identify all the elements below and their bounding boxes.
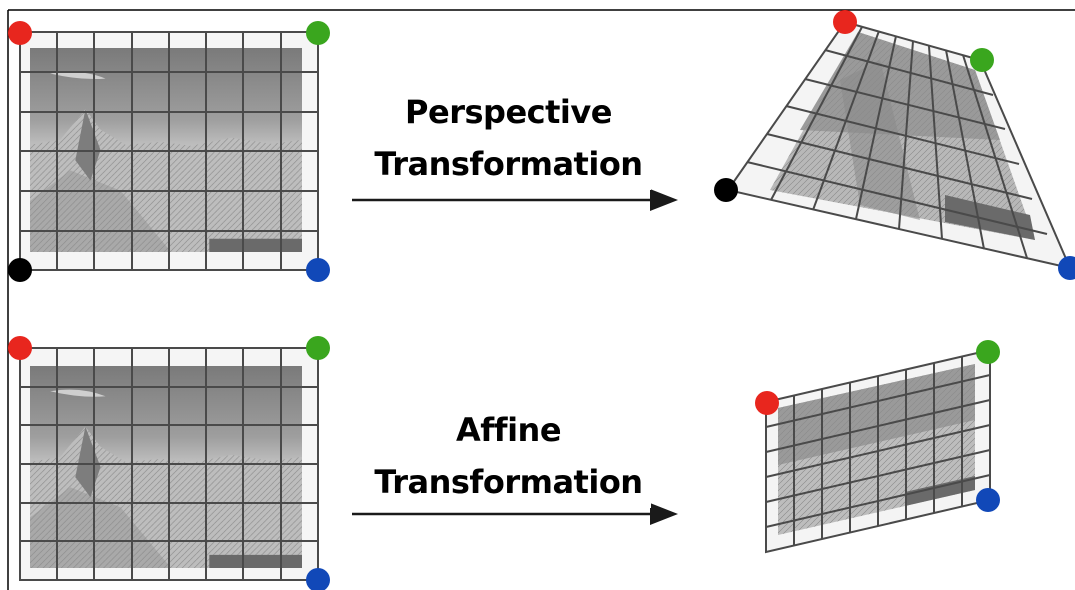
corner-dot-green bbox=[970, 48, 994, 72]
affine-grid bbox=[765, 348, 991, 554]
corner-dot-blue bbox=[306, 568, 330, 590]
original-image-bottom bbox=[8, 336, 330, 590]
corner-dot-green bbox=[976, 340, 1000, 364]
affine-label-line2: Transformation bbox=[374, 463, 643, 501]
corner-dot-red bbox=[833, 10, 857, 34]
corner-dot-blue bbox=[306, 258, 330, 282]
affine-label: Affine Transformation bbox=[366, 404, 651, 508]
corner-dot-green bbox=[306, 21, 330, 45]
perspective-label: Perspective Transformation bbox=[366, 86, 651, 190]
corner-dot-green bbox=[306, 336, 330, 360]
perspective-label-line2: Transformation bbox=[374, 145, 643, 183]
corner-dot-black bbox=[8, 258, 32, 282]
affine-label-line1: Affine bbox=[455, 411, 562, 449]
perspective-arrow bbox=[352, 189, 678, 211]
original-image-top bbox=[8, 21, 330, 282]
corner-dot-red bbox=[8, 21, 32, 45]
affine-result-image bbox=[755, 340, 1000, 554]
corner-dot-blue bbox=[976, 488, 1000, 512]
corner-dot-black bbox=[714, 178, 738, 202]
perspective-label-line1: Perspective bbox=[405, 93, 612, 131]
corner-dot-red bbox=[8, 336, 32, 360]
affine-arrow bbox=[352, 503, 678, 525]
corner-dot-blue bbox=[1058, 256, 1075, 280]
grid-overlay bbox=[19, 347, 319, 581]
grid-overlay bbox=[19, 31, 319, 271]
perspective-grid bbox=[726, 20, 1072, 270]
perspective-result-image bbox=[714, 10, 1075, 280]
corner-dot-red bbox=[755, 391, 779, 415]
